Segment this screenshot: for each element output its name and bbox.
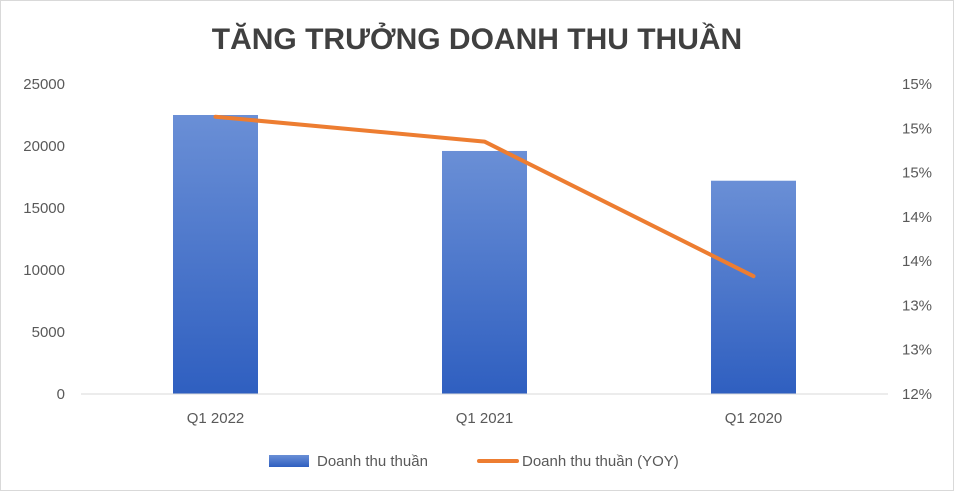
legend-swatch-bar xyxy=(269,455,309,467)
bar-series xyxy=(173,115,796,394)
x-axis: Q1 2022 Q1 2021 Q1 2020 xyxy=(81,393,888,427)
right-tick-label: 15% xyxy=(902,165,932,182)
x-tick-label: Q1 2022 xyxy=(187,410,245,427)
right-tick-label: 13% xyxy=(902,297,932,314)
legend-label-bar: Doanh thu thuần xyxy=(317,453,428,470)
line-point xyxy=(484,141,485,143)
left-tick-label: 5000 xyxy=(32,324,65,341)
right-tick-label: 14% xyxy=(902,209,932,226)
bar xyxy=(442,150,527,394)
right-tick-label: 15% xyxy=(902,76,932,93)
line-point xyxy=(753,275,754,277)
left-tick-label: 15000 xyxy=(23,200,65,217)
left-tick-label: 0 xyxy=(57,386,65,403)
left-tick-label: 10000 xyxy=(23,262,65,279)
left-tick-label: 20000 xyxy=(23,138,65,155)
right-tick-label: 15% xyxy=(902,120,932,137)
x-tick-label: Q1 2021 xyxy=(456,410,514,427)
chart-title: TĂNG TRƯỞNG DOANH THU THUẦN xyxy=(212,22,742,56)
right-tick-label: 12% xyxy=(902,386,932,403)
bar xyxy=(711,180,796,394)
line-point xyxy=(215,116,216,118)
right-tick-label: 13% xyxy=(902,342,932,359)
bar xyxy=(173,115,258,394)
line-series xyxy=(213,114,756,279)
right-axis: 12% 13% 13% 14% 14% 15% 15% 15% xyxy=(902,76,932,403)
left-axis: 0 5000 10000 15000 20000 25000 xyxy=(23,76,65,403)
left-tick-label: 25000 xyxy=(23,76,65,93)
right-tick-label: 14% xyxy=(902,253,932,270)
x-tick-label: Q1 2020 xyxy=(725,410,783,427)
legend: Doanh thu thuần Doanh thu thuần (YOY) xyxy=(269,453,679,470)
legend-label-line: Doanh thu thuần (YOY) xyxy=(522,453,679,470)
